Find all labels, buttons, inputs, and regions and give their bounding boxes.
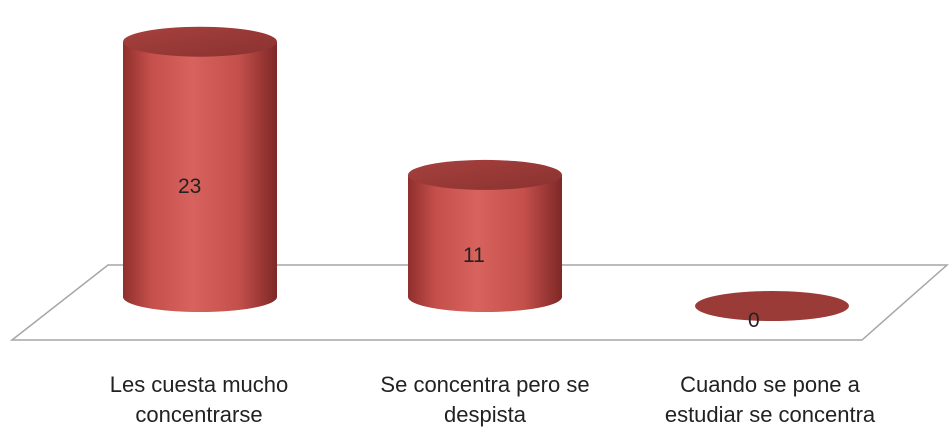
category-label-0-line1: Les cuesta mucho: [109, 372, 289, 397]
category-label-0-line2: concentrarse: [135, 402, 263, 427]
bar-top-2: [695, 291, 849, 321]
data-label-2: 0: [748, 309, 760, 332]
category-label-1-line1: Se concentra pero se: [380, 372, 590, 397]
category-label-1: Se concentra pero se despista: [355, 370, 615, 430]
bar-0: 23: [123, 26, 277, 312]
bar-body-0: [123, 41, 277, 312]
bars-group: 23 11 0: [123, 26, 849, 332]
chart-floor: [9, 264, 949, 341]
category-label-2: Cuando se pone a estudiar se concentra: [640, 370, 900, 430]
bar-1: 11: [408, 159, 562, 312]
data-label-1: 11: [463, 244, 485, 267]
category-label-2-line1: Cuando se pone a: [680, 372, 860, 397]
data-label-0: 23: [178, 175, 201, 198]
category-label-1-line2: despista: [444, 402, 526, 427]
bar-body-1: [408, 174, 562, 312]
category-label-0: Les cuesta mucho concentrarse: [69, 370, 329, 430]
bar-top-1: [408, 159, 562, 190]
bar-top-0: [123, 26, 277, 57]
bar-2: 0: [695, 291, 849, 332]
category-label-2-line2: estudiar se concentra: [664, 402, 876, 427]
